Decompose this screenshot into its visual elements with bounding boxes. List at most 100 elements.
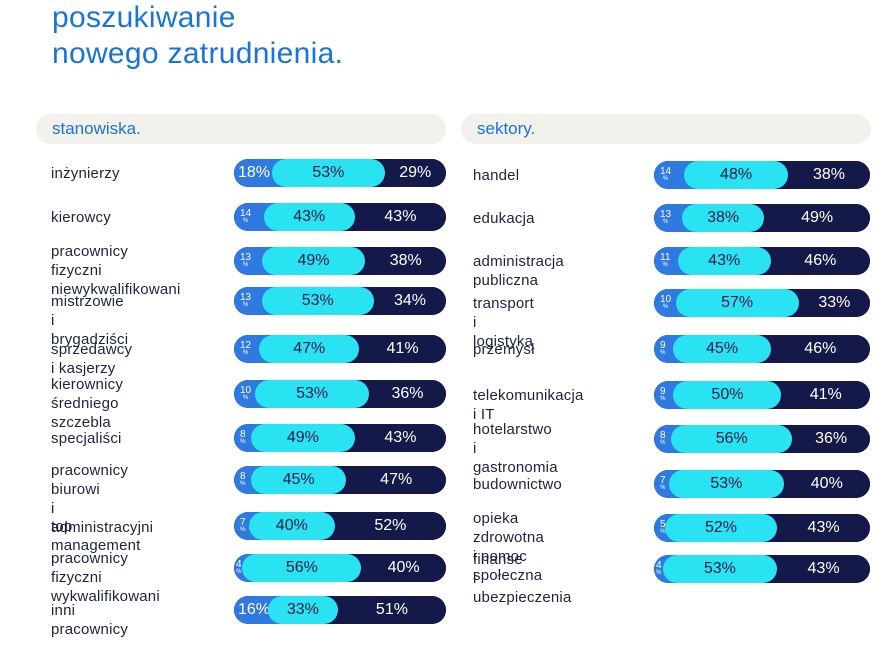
value-number: 13 <box>240 252 252 263</box>
value-unit: % <box>656 570 662 576</box>
category-label: pracownicy fizyczni wykwalifikowani <box>51 549 160 606</box>
category-label-line: kierowcy <box>51 208 111 226</box>
category-label-line: transport i logistyka <box>473 294 534 350</box>
value-unit: % <box>660 529 666 535</box>
value-number: 9 <box>660 386 666 397</box>
stacked-bar: 14% 43% 43% <box>234 203 446 231</box>
bar-segment-last: 36% <box>368 380 446 408</box>
category-label: pracownicy biurowi i administracyjni <box>51 461 153 537</box>
bar-segment-middle: 56% <box>242 554 362 582</box>
bar-segment-middle: 38% <box>682 204 765 232</box>
value-label-middle: 48% <box>720 166 753 183</box>
value-label-first: 11% <box>654 253 670 269</box>
value-label-middle: 52% <box>704 519 737 536</box>
category-label-line: niewykwalifikowani <box>51 281 181 298</box>
value-label-first: 7% <box>234 518 246 534</box>
stacked-bar: 8% 45% 47% <box>234 466 446 494</box>
bar-segment-middle: 53% <box>272 159 385 187</box>
bar-segment-last: 52% <box>334 512 446 540</box>
value-label-last: 46% <box>804 340 837 357</box>
category-label: opieka zdrowotna i pomoc społeczna <box>473 509 544 585</box>
value-unit: % <box>242 262 249 268</box>
category-label: pracownicy fizyczni niewykwalifikowani <box>51 242 180 299</box>
value-label-first: 13% <box>234 253 251 269</box>
value-number: 11 <box>660 252 671 263</box>
stacked-bar: 4% 53% 43% <box>654 555 870 583</box>
category-label-line: hotelarstwo <box>473 421 552 438</box>
value-label-middle: 43% <box>293 208 326 225</box>
bar-segment-middle: 56% <box>671 425 793 453</box>
value-number: 8 <box>660 430 666 441</box>
title-line-2: nowego zatrudnienia. <box>52 37 344 70</box>
stacked-bar: 4% 56% 40% <box>234 554 446 582</box>
bar-segment-last: 49% <box>764 204 870 232</box>
bar-segment-last: 36% <box>792 425 870 453</box>
value-label-first: 8% <box>234 430 246 446</box>
bar-segment-last: 51% <box>337 596 446 624</box>
value-number: 10 <box>240 385 252 396</box>
value-unit: % <box>236 569 242 575</box>
value-label-first: 8% <box>654 431 666 447</box>
value-label-middle: 53% <box>703 560 736 577</box>
category-label: administracja publiczna <box>473 252 564 290</box>
stacked-bar: 18% 53% 29% <box>234 159 446 187</box>
value-label-first: 5% <box>654 520 666 536</box>
bar-segment-middle: 49% <box>250 424 355 452</box>
value-label-first: 18% <box>238 164 271 181</box>
value-label-last: 41% <box>386 340 419 357</box>
value-label-last: 29% <box>399 164 432 181</box>
bar-segment-middle: 53% <box>255 380 369 408</box>
category-label: edukacja <box>473 209 535 228</box>
value-number: 7 <box>660 475 666 486</box>
category-label: przemysł <box>473 340 535 359</box>
bar-segment-last: 34% <box>373 287 446 315</box>
category-label-line: i ubezpieczenia <box>473 570 572 606</box>
value-unit: % <box>240 439 246 445</box>
panel-header-sektory: sektory. <box>461 114 871 144</box>
value-unit: % <box>662 219 669 225</box>
stacked-bar: 10% 57% 33% <box>654 289 870 317</box>
value-label-last: 36% <box>815 430 848 447</box>
value-label-last: 40% <box>387 559 420 576</box>
value-unit: % <box>240 481 246 487</box>
value-label-middle: 45% <box>706 340 739 357</box>
value-unit: % <box>662 176 669 182</box>
value-number: 13 <box>660 209 672 220</box>
bar-segment-last: 40% <box>361 554 446 582</box>
category-label-line: wykwalifikowani <box>51 588 160 605</box>
value-label-last: 46% <box>804 252 837 269</box>
category-label-line: opieka zdrowotna <box>473 510 545 546</box>
stacked-bar: 9% 50% 41% <box>654 381 870 409</box>
value-label-last: 41% <box>809 386 842 403</box>
value-number: 7 <box>240 517 246 528</box>
bar-segment-middle: 47% <box>259 335 360 363</box>
stacked-bar: 5% 52% 43% <box>654 514 870 542</box>
category-label: kierowcy <box>51 208 111 227</box>
value-unit: % <box>242 350 249 356</box>
title-line-1: poszukiwanie <box>52 1 236 34</box>
category-label-line: top management <box>51 517 141 554</box>
category-label-line: specjaliści <box>51 429 122 447</box>
bar-segment-middle: 53% <box>261 287 374 315</box>
value-unit: % <box>242 395 249 401</box>
value-label-middle: 45% <box>282 471 315 488</box>
value-label-last: 38% <box>812 166 845 183</box>
value-unit: % <box>662 304 669 310</box>
stacked-bar: 7% 53% 40% <box>654 470 870 498</box>
bar-segment-middle: 53% <box>669 470 784 498</box>
stacked-bar: 13% 49% 38% <box>234 247 446 275</box>
value-label-first: 12% <box>234 341 251 357</box>
value-label-first: 10% <box>654 295 671 311</box>
value-label-last: 52% <box>374 517 407 534</box>
value-label-middle: 47% <box>293 340 326 357</box>
value-number: 12 <box>240 340 252 351</box>
category-label-line: handel <box>473 166 520 184</box>
value-label-last: 43% <box>384 429 417 446</box>
bar-segment-middle: 40% <box>248 512 335 540</box>
category-label-line: pracownicy fizyczni <box>51 550 129 586</box>
value-label-first: 4% <box>234 560 242 576</box>
stacked-bar: 12% 47% 41% <box>234 335 446 363</box>
value-label-middle: 49% <box>297 252 330 269</box>
value-label-first: 14% <box>234 209 251 225</box>
stacked-bar: 9% 45% 46% <box>654 335 870 363</box>
